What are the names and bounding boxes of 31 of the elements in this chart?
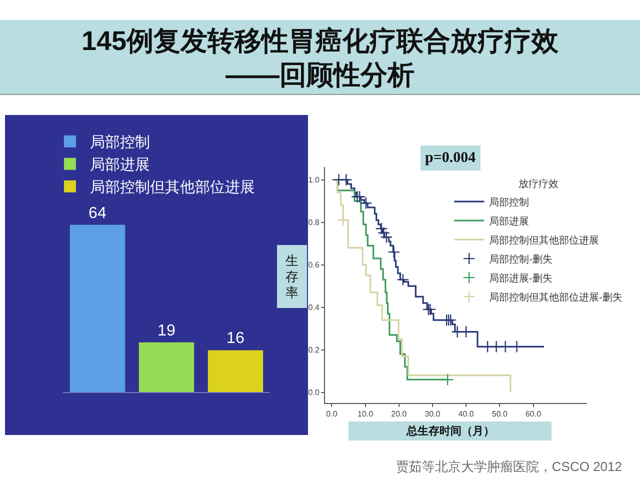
y-tick-label: 0.6 (308, 260, 320, 270)
chart-title: 145例复发转移性胃癌化疗联合放疗疗效 ——回顾性分析 (0, 20, 640, 95)
y-tick-label: 0.8 (308, 218, 320, 228)
x-tick-label: 20.0 (391, 410, 408, 419)
x-axis-title: 总生存时间（月） (406, 424, 494, 438)
y-tick-label: 0.4 (308, 303, 320, 312)
legend-label: 局部控制但其他部位进展 (489, 234, 600, 246)
legend-label: 局部控制 (90, 134, 150, 152)
text: 贾茹等北京大学肿瘤医院，CSCO 2012 (396, 458, 622, 476)
legend-label: 局部进展 (489, 215, 530, 228)
x-tick-label: 30.0 (424, 410, 441, 419)
legend-label: 局部进展-删失 (489, 272, 552, 284)
x-tick-label: 50.0 (492, 410, 508, 419)
x-tick-label: 40.0 (458, 410, 474, 419)
legend-label: 局部进展 (90, 156, 150, 174)
legend-label: 局部控制 (489, 196, 530, 208)
text: p=0.004 (425, 150, 476, 166)
x-tick-label: 60.0 (525, 410, 542, 419)
y-tick-label: 0.2 (308, 346, 320, 355)
legend-title: 放疗疗效 (518, 178, 559, 190)
x-tick-label: 10.0 (358, 410, 374, 419)
legend-label: 局部控制-删失 (489, 253, 552, 266)
legend-label: 局部控制但其他部位进展 (90, 179, 255, 196)
x-tick-label: 0.0 (326, 410, 338, 419)
y-axis-title: 生存率 (286, 252, 298, 300)
data-label: 16 (226, 330, 244, 348)
y-tick-label: 0.0 (308, 388, 320, 398)
data-label: 64 (88, 204, 106, 222)
y-tick-label: 1.0 (308, 176, 320, 185)
data-label: 19 (158, 322, 176, 340)
legend-label: 局部控制但其他部位进展-删失 (489, 291, 622, 304)
